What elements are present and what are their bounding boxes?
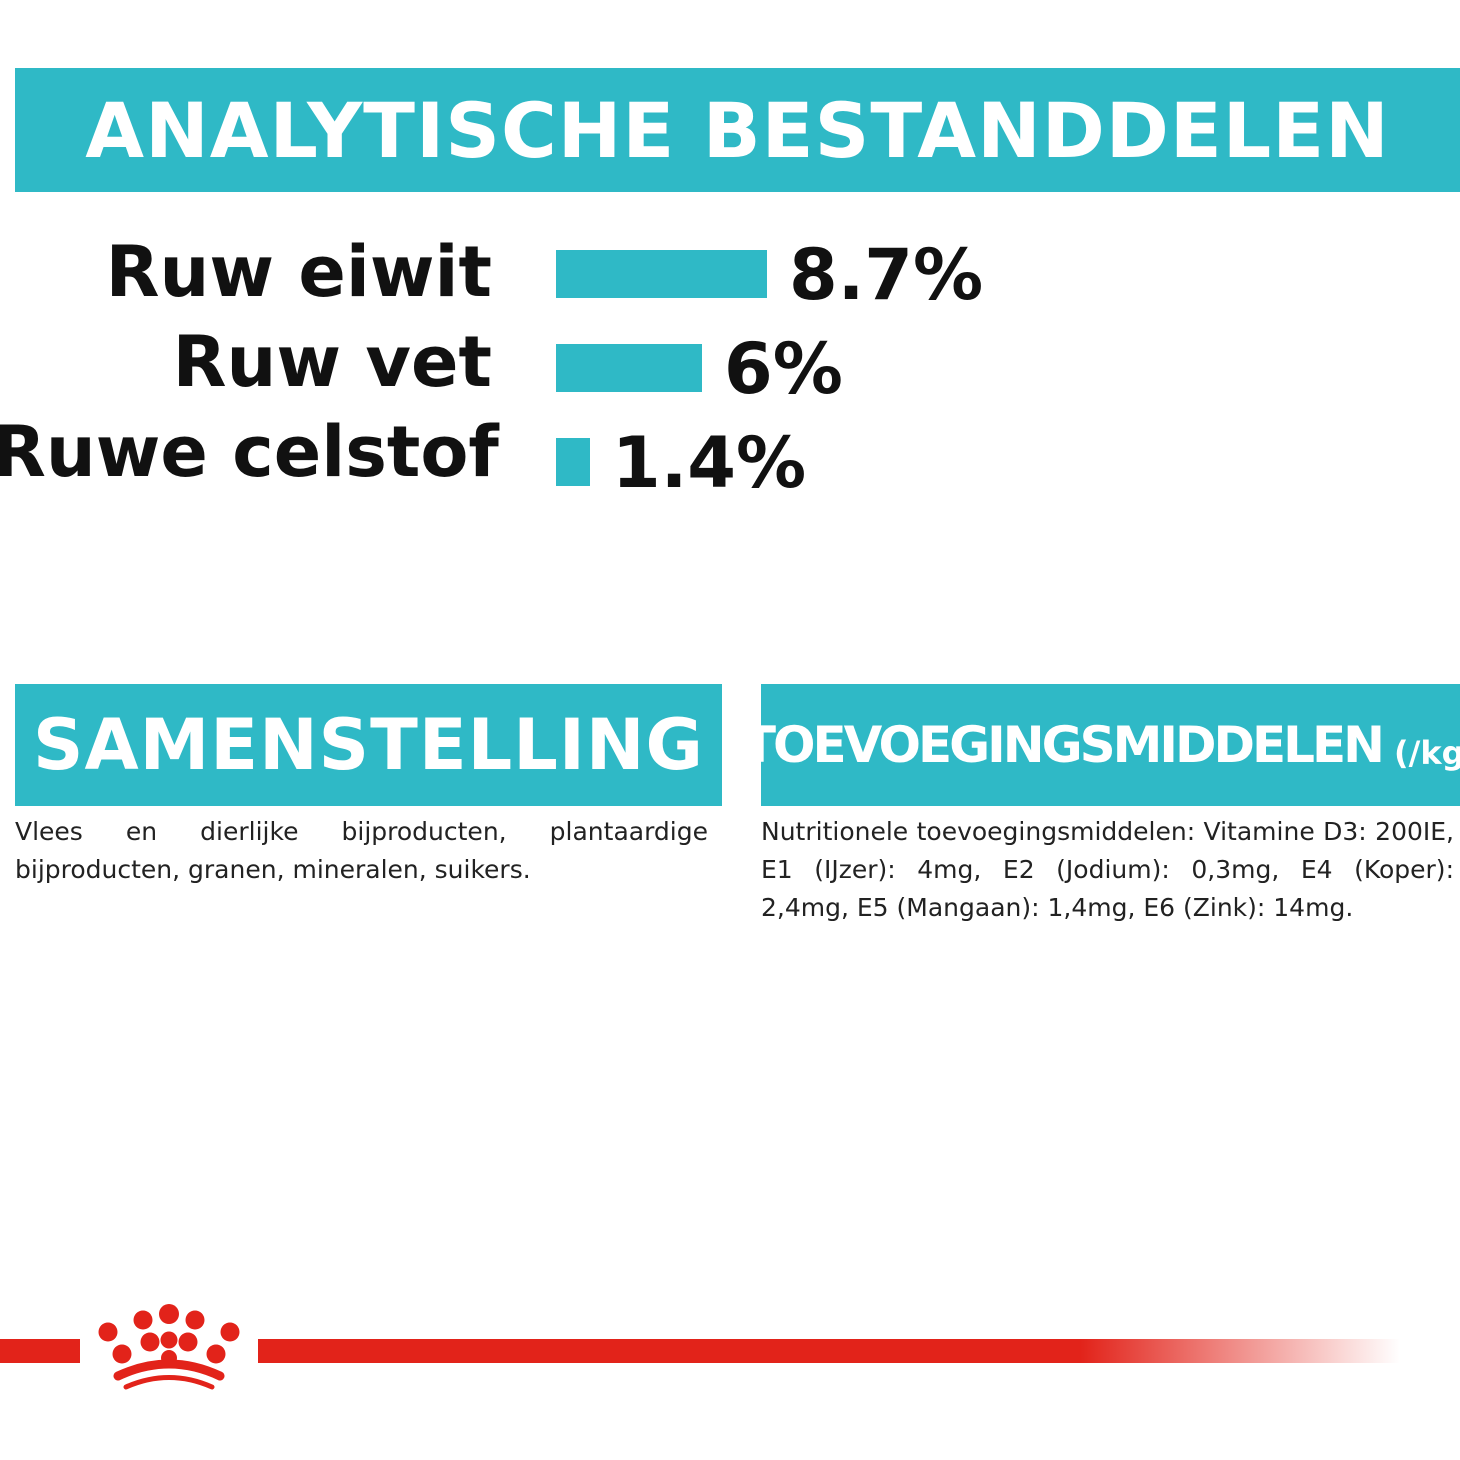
- additives-title: TOEVOEGINGSMIDDELEN: [761, 716, 1385, 774]
- chart-bar: [556, 344, 702, 392]
- chart-bar: [556, 250, 767, 298]
- chart-category-label: Ruwe celstof: [0, 411, 499, 493]
- composition-text: Vlees en dierlijke bijproducten, plantaa…: [15, 817, 708, 884]
- brand-line-right: [258, 1339, 1400, 1363]
- composition-banner: SAMENSTELLING: [15, 684, 722, 806]
- chart-category-label: Ruw vet: [172, 321, 492, 403]
- chart-value-label: 6%: [724, 328, 843, 410]
- brand-line-left: [0, 1339, 80, 1363]
- additives-text: Nutritionele toevoegingsmiddelen: Vitami…: [761, 817, 1454, 922]
- analytic-banner: ANALYTISCHE BESTANDDELEN: [15, 68, 1460, 192]
- composition-title: SAMENSTELLING: [33, 704, 704, 786]
- chart-bar: [556, 438, 590, 486]
- chart-category-label: Ruw eiwit: [105, 231, 492, 313]
- analytic-title: ANALYTISCHE BESTANDDELEN: [85, 85, 1390, 175]
- chart-value-label: 8.7%: [789, 234, 984, 316]
- chart-value-label: 1.4%: [612, 422, 807, 504]
- additives-banner: TOEVOEGINGSMIDDELEN (/kg): [761, 684, 1460, 806]
- royal-canin-crown-icon: [98, 1304, 240, 1390]
- additives-unit: (/kg): [1394, 734, 1460, 772]
